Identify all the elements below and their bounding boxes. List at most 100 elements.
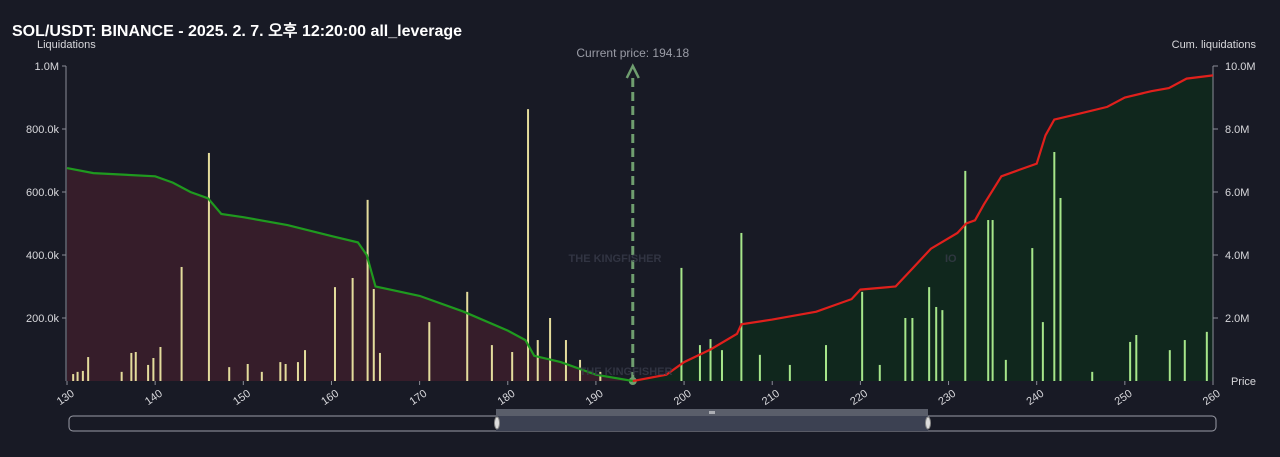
cumulative-line [66, 167, 633, 383]
x-tick-label: 210 [760, 388, 782, 408]
y-tick-label: 200.0k [26, 313, 60, 325]
x-tick-label: 150 [231, 388, 253, 408]
liquidation-bar [825, 345, 828, 381]
current-price-arrow [625, 63, 640, 79]
liquidation-bar [159, 346, 162, 381]
liquidation-bar [366, 199, 369, 381]
y2-tick-label: 4.0M [1225, 250, 1249, 262]
liquidation-bar [134, 352, 137, 381]
watermark: THE KINGFISHER IO THE KINGFISHER [569, 253, 958, 378]
x-tick-label: 190 [584, 388, 606, 408]
x-tick-label: 260 [1201, 388, 1223, 408]
y2-tick-label: 10.0M [1225, 61, 1256, 73]
liquidation-bar [964, 170, 967, 381]
chart-title: SOL/USDT: BINANCE - 2025. 2. 7. 오후 12:20… [12, 21, 462, 40]
liquidation-bar [720, 350, 723, 381]
liquidation-bar [72, 374, 75, 381]
liquidation-bar [680, 267, 683, 381]
liquidation-bar [372, 289, 375, 381]
x-tick-label: 230 [936, 388, 958, 408]
liquidation-bar [246, 363, 249, 381]
liquidation-bar [564, 340, 567, 381]
liquidation-bar [1168, 350, 1171, 381]
x-tick-label: 160 [319, 388, 341, 408]
plot-area: 200.0k 400.0k 600.0k 800.0k 1.0M 2.0M 4.0M 6.0M… [26, 46, 1256, 408]
y2-tick-label: 2.0M [1225, 313, 1249, 325]
watermark-text: THE KINGFISHER [580, 366, 673, 378]
y-tick-label: 600.0k [26, 187, 60, 199]
x-tick-label: 130 [55, 388, 77, 408]
x-axis-label: Price [1231, 376, 1256, 388]
x-tick-label: 250 [1113, 388, 1135, 408]
current-price-label: Current price: 194.18 [576, 46, 689, 60]
liquidation-bar [788, 364, 791, 381]
y-tick-label: 1.0M [35, 61, 59, 73]
range-slider[interactable] [68, 409, 1217, 432]
liquidation-bar [333, 287, 336, 381]
y-tick-label: 800.0k [26, 124, 60, 136]
liquidation-bar [1183, 340, 1186, 381]
liquidation-bar [935, 306, 938, 381]
liquidation-bar [152, 358, 155, 381]
liquidation-bar [207, 152, 210, 381]
liquidation-bar [296, 362, 299, 381]
liquidation-bar [1091, 371, 1094, 381]
cumulative-line [632, 74, 1214, 383]
liquidation-bar [1041, 322, 1044, 381]
liquidation-bar [709, 339, 712, 381]
liquidation-bar [1053, 151, 1056, 381]
liquidation-bar [1031, 248, 1034, 381]
liquidation-bar [81, 370, 84, 381]
liquidation-bar [549, 318, 552, 381]
liquidation-bar [861, 291, 864, 381]
liquidation-bar [878, 364, 881, 381]
y2-axis-label: Cum. liquidations [1172, 39, 1257, 51]
x-tick-label: 170 [407, 388, 429, 408]
liquidation-bar [941, 310, 944, 381]
liquidation-bar [260, 371, 263, 381]
liquidation-bar [284, 363, 287, 381]
x-tick-label: 200 [672, 388, 694, 408]
liquidation-bar [527, 109, 530, 381]
liquidation-bar [911, 318, 914, 381]
liquidation-bar [378, 352, 381, 381]
cumulative-area [632, 75, 1213, 382]
liquidation-bar [758, 354, 761, 381]
y2-tick-label: 6.0M [1225, 187, 1249, 199]
x-tick-label: 220 [848, 388, 870, 408]
liquidation-bar [466, 291, 469, 381]
x-tick-label: 240 [1024, 388, 1046, 408]
liquidation-bar [1004, 359, 1007, 381]
cumulative-area [67, 168, 633, 381]
liquidation-bar [228, 367, 231, 381]
liquidation-bar [87, 357, 90, 381]
liquidation-bar [490, 345, 493, 381]
liquidation-bar [1059, 197, 1062, 381]
liquidation-bar [987, 220, 990, 381]
liquidation-bar [991, 220, 994, 381]
liquidation-bar [1205, 331, 1208, 381]
y2-tick-label: 8.0M [1225, 124, 1249, 136]
liquidation-bar [1129, 341, 1132, 381]
liquidation-bar [180, 266, 183, 381]
liquidation-bar [904, 318, 907, 381]
liquidation-bar [130, 352, 133, 381]
slider-handle[interactable] [925, 416, 931, 430]
liquidation-bar [1135, 335, 1138, 381]
liquidation-bar [928, 287, 931, 381]
liquidation-bar [351, 277, 354, 381]
y-axis-label: Liquidations [37, 39, 96, 51]
x-tick-label: 140 [143, 388, 165, 408]
liquidation-bar [428, 322, 431, 381]
liquidation-bar [120, 371, 123, 381]
slider-selection[interactable] [496, 416, 928, 431]
x-tick-label: 180 [496, 388, 518, 408]
liquidation-bar [536, 340, 539, 381]
liquidation-bar [740, 232, 743, 381]
liquidation-bar [147, 364, 150, 381]
watermark-suffix: IO [945, 253, 957, 265]
liquidation-bar [698, 345, 701, 381]
slider-handle[interactable] [494, 416, 500, 430]
liquidation-bar [304, 350, 307, 381]
